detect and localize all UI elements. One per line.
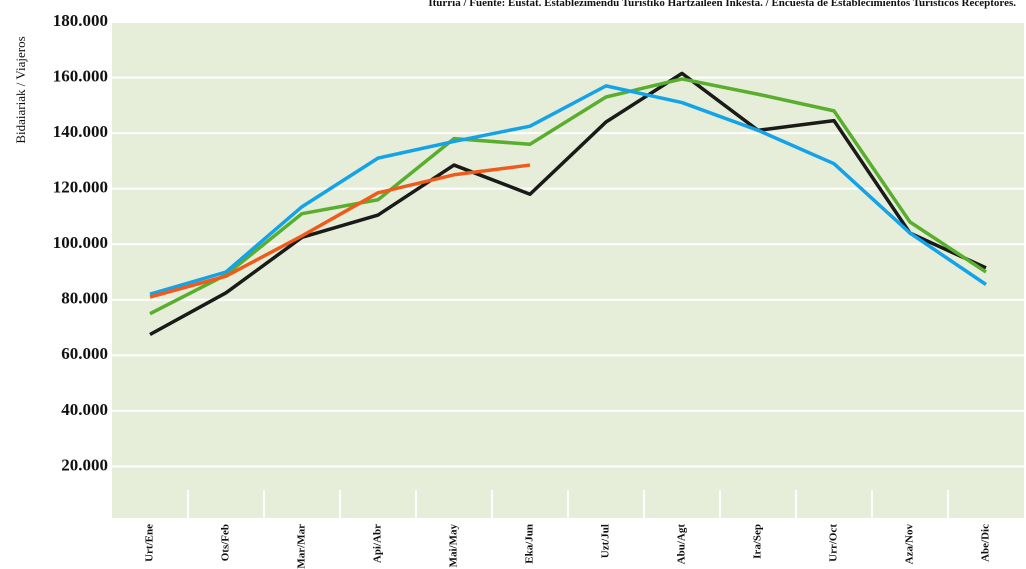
series-line [149, 77, 987, 316]
x-tick-label: Api/Abr [372, 524, 384, 563]
plot-area [112, 22, 1024, 518]
series-line [149, 71, 987, 337]
series-line [149, 163, 531, 299]
y-tick-label: 80.000 [61, 289, 108, 308]
x-tick-label: Ots/Feb [220, 524, 232, 561]
x-tick-label: Mar/Mar [296, 524, 308, 569]
y-tick-label: 20.000 [61, 455, 108, 474]
x-tick-label: Mai/May [448, 524, 460, 568]
x-tick-label: Eka/Jun [524, 524, 536, 564]
series-line [149, 84, 987, 296]
x-tick-label: Urt/Ene [144, 524, 156, 562]
y-axis-label: Bidaiariak / Viajeros [13, 36, 28, 143]
chart-title: Iturria / Fuente: Eustat. Establezimendu… [428, 0, 1016, 9]
x-tick-label: Urr/Oct [828, 524, 840, 562]
x-tick-label: Abu/Agt [676, 524, 688, 565]
y-tick-label: 120.000 [53, 178, 108, 197]
x-tick-label: Ira/Sep [752, 524, 764, 559]
y-tick-label: 160.000 [53, 66, 108, 85]
y-tick-label: 40.000 [61, 400, 108, 419]
y-tick-label: 100.000 [53, 233, 108, 252]
y-tick-label: 60.000 [61, 344, 108, 363]
x-tick-label: Uzt/Jul [600, 524, 612, 558]
x-tick-label: Abe/Dic [980, 524, 992, 562]
y-tick-label: 180.000 [53, 11, 108, 30]
y-tick-label: 140.000 [53, 122, 108, 141]
x-tick-label: Aza/Nov [904, 524, 916, 565]
